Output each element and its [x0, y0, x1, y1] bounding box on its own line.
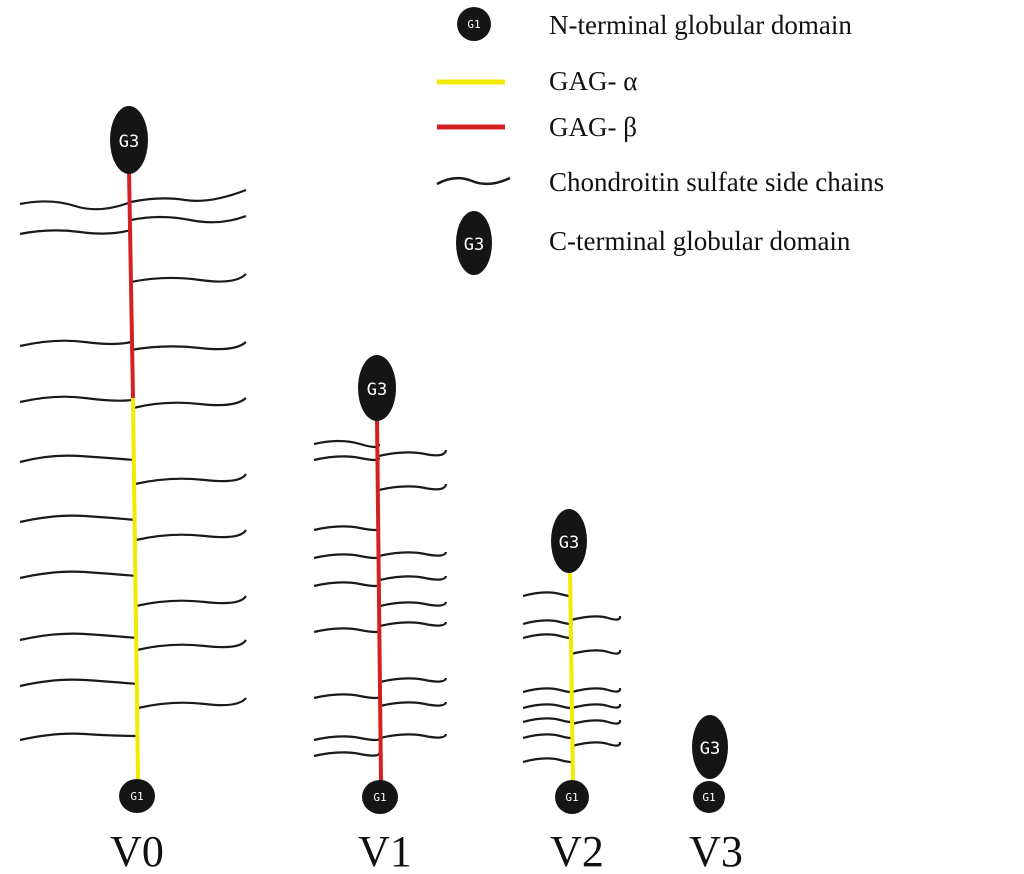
cs-chain: [19, 732, 139, 742]
cs-chain: [379, 677, 448, 684]
cs-chain: [130, 188, 247, 204]
cs-chain: [136, 639, 247, 652]
cs-chain: [135, 529, 247, 542]
g3-legend-icon: [456, 211, 492, 275]
cs-chain: [19, 200, 132, 211]
g1-domain: [555, 780, 589, 814]
legend-item-g1: G1 N-terminal globular domain: [457, 7, 852, 41]
cs-chain: [134, 473, 247, 486]
cs-chain: [313, 627, 382, 634]
g3-domain-label: G3: [559, 533, 579, 553]
cs-chain: [571, 719, 622, 726]
g1-domain: [119, 779, 155, 813]
g1-domain: [693, 781, 725, 813]
cs-chain: [378, 551, 448, 558]
g3-domain-label: G3: [367, 380, 387, 400]
legend: G1 N-terminal globular domain GAG- α GAG…: [436, 7, 884, 275]
legend-item-gag-alpha: GAG- α: [437, 66, 637, 96]
cs-chain: [379, 701, 448, 708]
cs-chain: [571, 741, 622, 748]
cs-chain: [132, 397, 247, 410]
g1-legend-icon-label: G1: [467, 18, 480, 31]
cs-chain: [379, 601, 448, 608]
cs-chain: [130, 273, 247, 284]
variant-label-v2: V2: [550, 827, 604, 874]
cs-chain: [313, 439, 381, 449]
cs-chain: [378, 449, 448, 458]
legend-label-gag-beta: GAG- β: [549, 112, 637, 142]
variant-v2: G3 G1 V2: [522, 509, 622, 874]
cs-chain: [522, 687, 574, 694]
variant-v1: G3 G1 V1: [313, 355, 448, 874]
gag-alpha-backbone: [568, 569, 575, 783]
cs-chain: [19, 570, 137, 580]
g3-domain: [110, 106, 148, 174]
gag-beta-backbone: [375, 417, 383, 783]
cs-chain: [570, 615, 622, 622]
cs-chain: [313, 581, 382, 588]
cs-chain: [19, 228, 132, 236]
cs-chain: [313, 751, 382, 758]
cs-chain: [522, 633, 573, 640]
g3-domain: [551, 509, 587, 573]
g3-domain-label: G3: [700, 739, 720, 759]
cs-chain: [522, 619, 573, 626]
g3-domain: [358, 355, 396, 421]
cs-chain: [130, 214, 247, 224]
variant-label-v3: V3: [689, 827, 743, 874]
g1-legend-icon: [457, 7, 491, 41]
cs-chain: [135, 595, 247, 608]
g1-domain-label: G1: [702, 791, 715, 804]
g3-domain: [692, 715, 728, 779]
cs-chain: [137, 697, 247, 710]
cs-chain: [570, 649, 622, 656]
variant-v3: G3 G1 V3: [689, 715, 743, 874]
cs-chain: [378, 483, 448, 492]
gag-alpha-backbone: [131, 397, 140, 781]
g3-domain-label: G3: [119, 132, 139, 152]
legend-item-gag-beta: GAG- β: [437, 112, 637, 142]
cs-chain: [313, 455, 381, 462]
legend-label-g1: N-terminal globular domain: [549, 10, 852, 40]
cs-chain: [313, 735, 382, 742]
cs-chain: [522, 703, 574, 710]
legend-label-g3: C-terminal globular domain: [549, 226, 851, 256]
cs-chains-v0: [19, 188, 247, 742]
cs-chain: [19, 454, 135, 464]
cs-chain: [19, 632, 138, 642]
legend-item-g3: G3 C-terminal globular domain: [456, 211, 851, 275]
cs-chain: [19, 514, 136, 524]
cs-chain-legend-icon: [436, 176, 511, 186]
g1-domain-label: G1: [130, 790, 143, 803]
cs-chain: [522, 717, 574, 724]
g1-domain-label: G1: [373, 791, 386, 804]
cs-chain: [19, 395, 133, 404]
cs-chain: [19, 678, 138, 688]
variant-v0: G3 G1 V0: [19, 106, 247, 874]
legend-label-cs-chains: Chondroitin sulfate side chains: [549, 167, 884, 197]
cs-chain: [379, 575, 448, 582]
gag-beta-backbone: [127, 169, 135, 399]
cs-chain: [379, 621, 448, 628]
variant-label-v1: V1: [358, 827, 412, 874]
legend-label-gag-alpha: GAG- α: [549, 66, 637, 96]
cs-chain: [313, 525, 381, 532]
cs-chain: [313, 693, 382, 700]
cs-chain: [571, 703, 622, 710]
cs-chain: [130, 341, 247, 352]
cs-chain: [522, 757, 574, 764]
cs-chain: [571, 687, 622, 694]
g3-legend-icon-label: G3: [464, 235, 484, 255]
g1-domain-label: G1: [565, 791, 578, 804]
cs-chain: [313, 553, 381, 560]
cs-chain: [522, 733, 574, 740]
cs-chain: [379, 733, 448, 740]
cs-chain: [522, 591, 573, 598]
variant-label-v0: V0: [110, 827, 164, 874]
cs-chain: [19, 339, 132, 348]
legend-item-cs-chains: Chondroitin sulfate side chains: [436, 167, 884, 197]
g1-domain: [362, 780, 398, 814]
